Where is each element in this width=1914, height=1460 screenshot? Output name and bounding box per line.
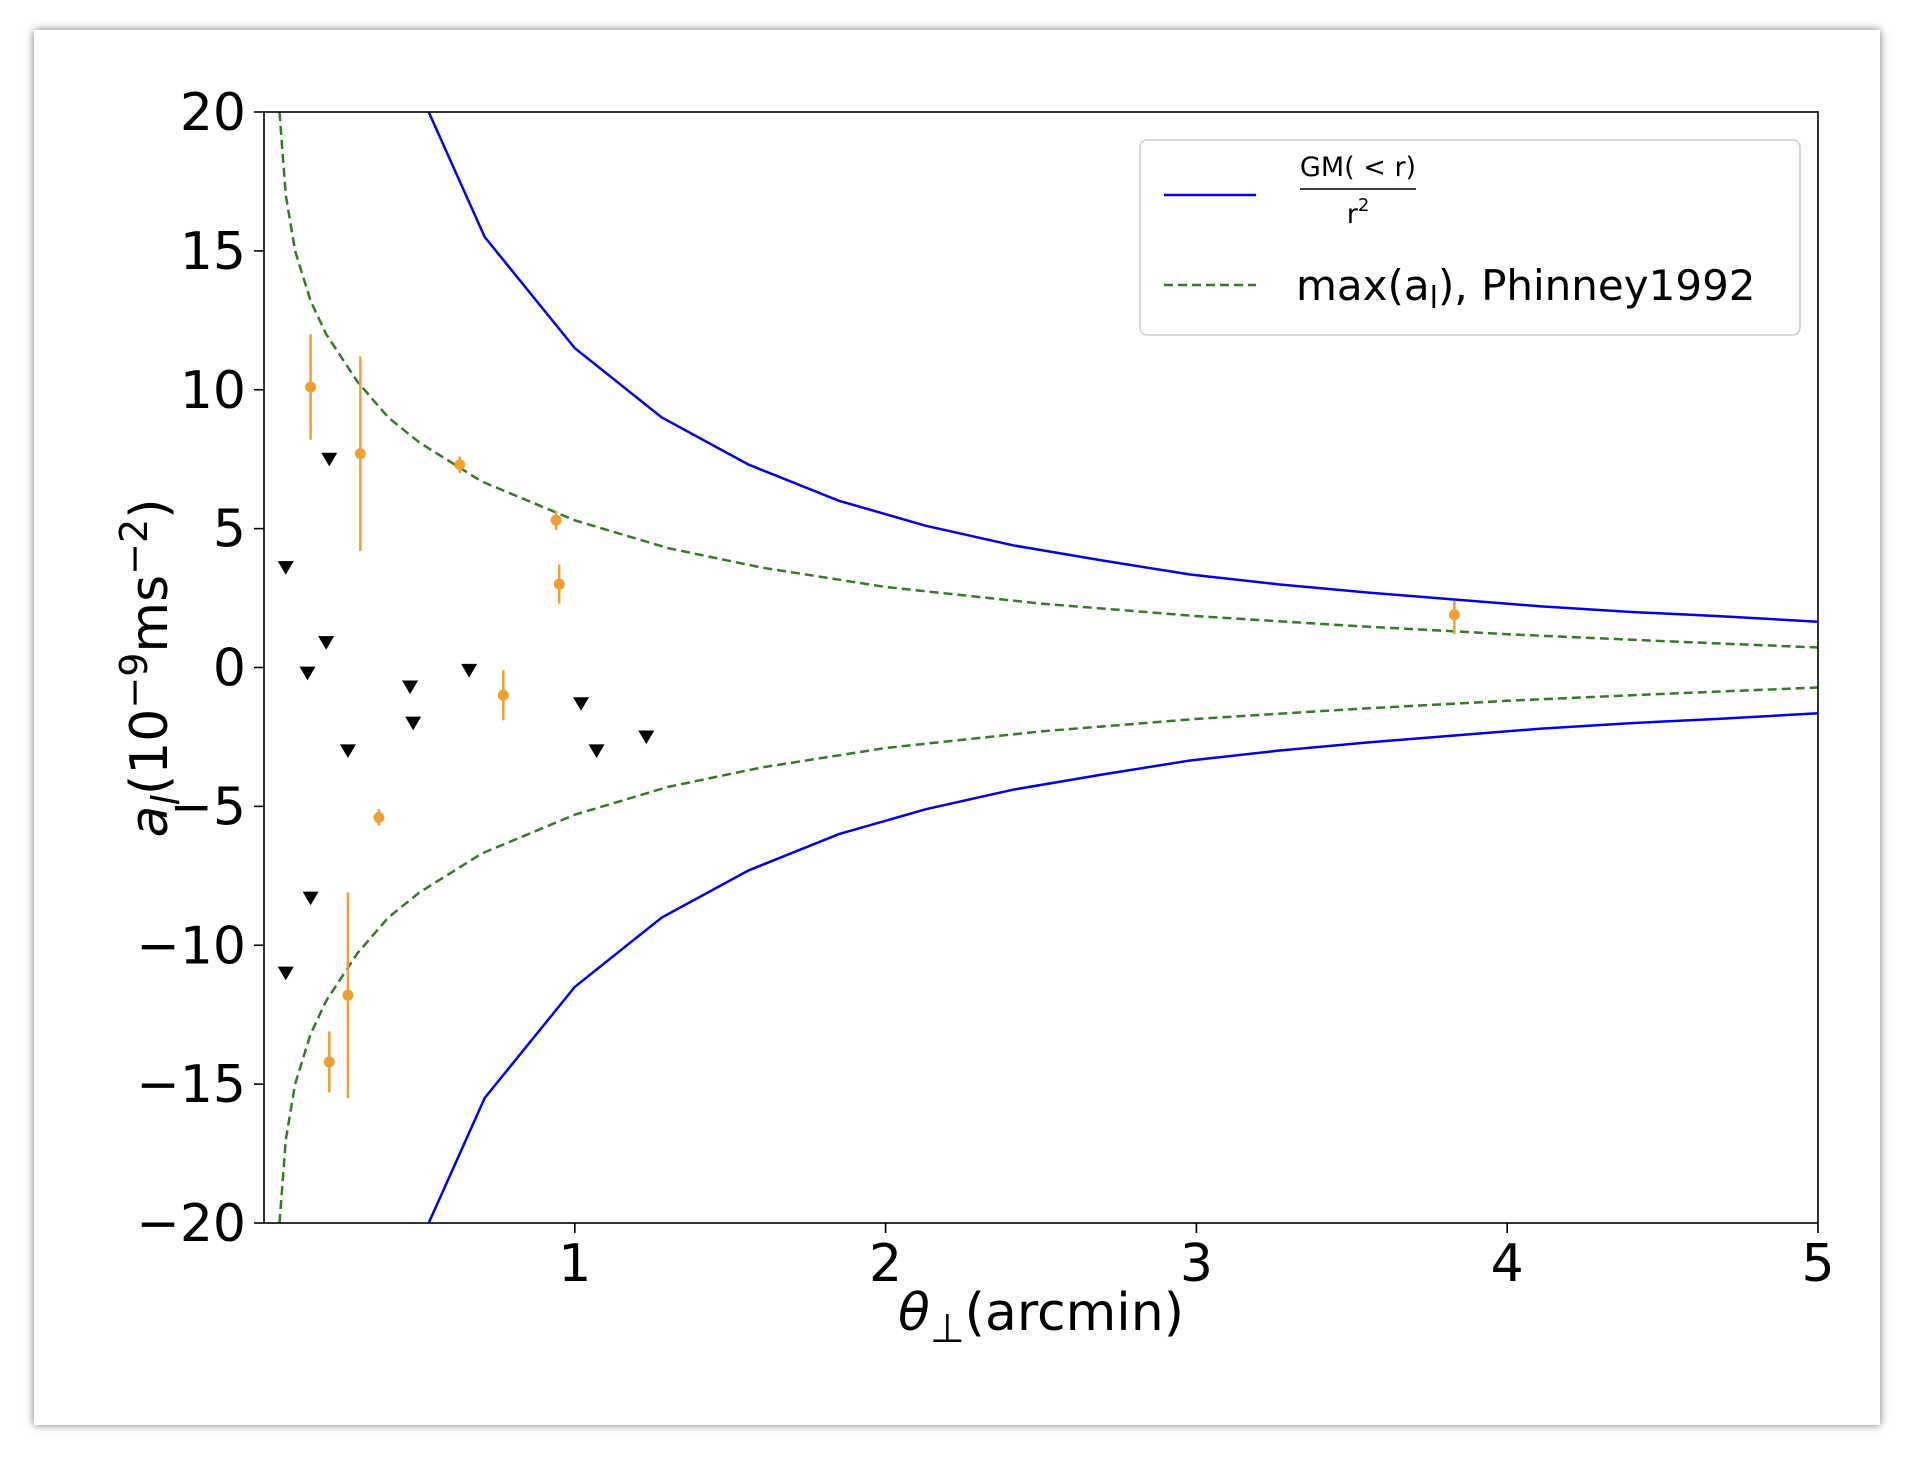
gm-curve-upper: [427, 112, 1818, 623]
legend-phinney-subscript: l: [1430, 281, 1438, 316]
upper-limit-marker: [318, 636, 335, 650]
curve-layer: [278, 112, 1818, 1223]
x-tick-label: 2: [869, 1234, 902, 1294]
legend-gm-numerator: GM( < r): [1300, 152, 1416, 183]
legend-gm-denominator: r2: [1347, 195, 1370, 230]
y-axis-label-exponent: −9: [112, 653, 156, 709]
data-point-layer: [277, 334, 1460, 1099]
measured-point: [354, 448, 366, 460]
legend-gm-denominator-exponent: 2: [1358, 195, 1369, 216]
upper-limit-marker: [277, 966, 294, 981]
measured-point: [550, 514, 562, 526]
y-tick-label: 0: [213, 639, 246, 699]
x-tick-label: 3: [1180, 1234, 1213, 1294]
upper-limit-marker: [402, 680, 419, 695]
phinney-curve-lower: [278, 686, 1818, 1223]
y-axis-label-close: ): [120, 498, 180, 518]
x-axis-label-subscript: ⊥: [930, 1306, 965, 1352]
y-tick-label: 10: [180, 361, 246, 421]
upper-limit-marker: [588, 744, 605, 759]
measured-point: [553, 578, 565, 590]
upper-limit-marker: [339, 744, 356, 759]
y-axis-label: al(10−9ms−2): [112, 498, 188, 837]
gm-curve-lower: [427, 712, 1818, 1223]
measured-point: [497, 689, 509, 701]
y-tick-label: −15: [136, 1055, 246, 1115]
x-tick-label: 5: [1801, 1234, 1834, 1294]
x-axis-label-theta: θ: [898, 1283, 930, 1343]
x-axis-label-unit: (arcmin): [965, 1283, 1184, 1343]
legend: GM( < r) r2 max(al), Phinney1992: [1139, 139, 1801, 336]
y-axis-label-unit-exponent: −2: [112, 519, 156, 575]
y-axis-label-subscript: l: [144, 795, 188, 806]
x-tick-label: 4: [1491, 1234, 1524, 1294]
x-axis-ticks: 1 2 3 4 5: [558, 1223, 1835, 1294]
y-tick-label: 20: [180, 83, 246, 143]
y-tick-label: −5: [169, 777, 246, 837]
x-tick-label: 1: [558, 1234, 591, 1294]
measured-point: [1448, 609, 1460, 621]
y-tick-label: −20: [136, 1194, 246, 1254]
y-tick-label: 15: [180, 222, 246, 282]
measured-point: [323, 1056, 335, 1068]
x-axis-label: θ⊥(arcmin): [898, 1283, 1184, 1352]
upper-limit-marker: [321, 452, 338, 467]
upper-limit-marker: [299, 666, 316, 681]
y-tick-label: −10: [136, 916, 246, 976]
y-tick-label: 5: [213, 500, 246, 560]
legend-phinney-label: max(al), Phinney1992: [1296, 261, 1756, 316]
upper-limit-marker: [638, 730, 655, 745]
measured-point: [373, 811, 385, 823]
measured-point: [454, 459, 466, 471]
phinney-curve-upper: [278, 112, 1818, 649]
y-axis-label-unit: ms: [120, 575, 180, 653]
measured-point: [305, 381, 317, 393]
upper-limit-marker: [573, 697, 590, 711]
upper-limit-marker: [405, 716, 422, 731]
y-axis-label-a: a: [120, 806, 180, 838]
measured-point: [342, 989, 354, 1001]
y-axis-ticks: 20 15 10 5 0 −5 −10 −15 −20: [136, 83, 264, 1254]
upper-limit-marker: [461, 663, 478, 678]
y-axis-label-open: (10: [120, 709, 180, 795]
upper-limit-marker: [302, 891, 319, 906]
upper-limit-marker: [277, 561, 294, 575]
